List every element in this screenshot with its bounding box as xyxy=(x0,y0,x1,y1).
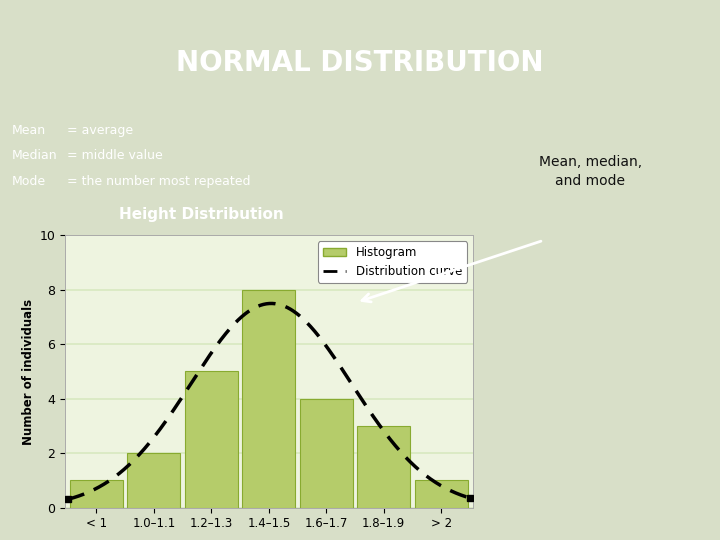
Text: Mean, median,
and mode: Mean, median, and mode xyxy=(539,155,642,188)
Bar xyxy=(70,481,123,508)
Text: Mode: Mode xyxy=(12,175,46,188)
Bar xyxy=(415,481,467,508)
Bar xyxy=(300,399,353,508)
Legend: Histogram, Distribution curve: Histogram, Distribution curve xyxy=(318,241,467,282)
Y-axis label: Number of individuals: Number of individuals xyxy=(22,299,35,444)
Bar xyxy=(185,372,238,508)
Bar xyxy=(357,426,410,508)
Bar xyxy=(243,290,295,508)
Text: = the number most repeated: = the number most repeated xyxy=(67,175,251,188)
Text: NORMAL DISTRIBUTION: NORMAL DISTRIBUTION xyxy=(176,49,544,77)
Text: Height Distribution: Height Distribution xyxy=(120,207,284,222)
Text: = average: = average xyxy=(67,124,133,137)
Bar xyxy=(127,453,180,508)
Text: Mean: Mean xyxy=(12,124,46,137)
Text: = middle value: = middle value xyxy=(67,149,163,163)
Text: Median: Median xyxy=(12,149,58,163)
